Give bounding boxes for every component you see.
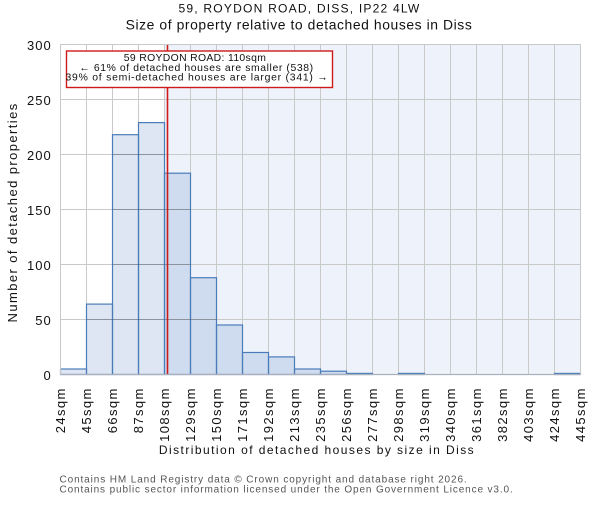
svg-text:45sqm: 45sqm [79,387,94,433]
svg-text:0: 0 [44,368,52,383]
svg-text:Number of detached properties: Number of detached properties [5,102,20,322]
svg-text:445sqm: 445sqm [573,387,588,442]
svg-text:59, ROYDON ROAD, DISS, IP22 4L: 59, ROYDON ROAD, DISS, IP22 4LW [178,1,420,15]
svg-text:235sqm: 235sqm [313,387,328,442]
svg-text:319sqm: 319sqm [417,387,432,442]
svg-text:100: 100 [27,258,52,273]
svg-text:59 ROYDON ROAD: 110sqm: 59 ROYDON ROAD: 110sqm [124,53,266,64]
svg-text:87sqm: 87sqm [131,387,146,433]
svg-text:129sqm: 129sqm [183,387,198,442]
svg-text:200: 200 [27,148,52,163]
svg-text:256sqm: 256sqm [339,387,354,442]
svg-text:171sqm: 171sqm [235,387,250,442]
svg-text:300: 300 [27,38,52,53]
svg-text:24sqm: 24sqm [53,387,68,433]
svg-text:Distribution of detached house: Distribution of detached houses by size … [159,443,475,457]
svg-text:250: 250 [27,93,52,108]
svg-text:340sqm: 340sqm [443,387,458,442]
svg-text:403sqm: 403sqm [521,387,536,442]
svg-text:150: 150 [27,203,52,218]
svg-text:66sqm: 66sqm [105,387,120,433]
svg-text:150sqm: 150sqm [209,387,224,442]
svg-text:424sqm: 424sqm [547,387,562,442]
svg-text:192sqm: 192sqm [261,387,276,442]
svg-text:← 61% of detached houses are s: ← 61% of detached houses are smaller (53… [79,63,313,74]
svg-text:Contains public sector informa: Contains public sector information licen… [60,484,514,495]
svg-text:50: 50 [35,313,52,328]
svg-text:213sqm: 213sqm [287,387,302,442]
svg-text:108sqm: 108sqm [157,387,172,442]
svg-text:361sqm: 361sqm [469,387,484,442]
svg-text:382sqm: 382sqm [495,387,510,442]
svg-text:298sqm: 298sqm [391,387,406,442]
svg-text:277sqm: 277sqm [365,387,380,442]
svg-text:Contains HM Land Registry data: Contains HM Land Registry data © Crown c… [60,475,468,486]
svg-text:Size of property relative to d: Size of property relative to detached ho… [126,17,473,33]
svg-text:39% of semi-detached houses ar: 39% of semi-detached houses are larger (… [66,73,329,84]
